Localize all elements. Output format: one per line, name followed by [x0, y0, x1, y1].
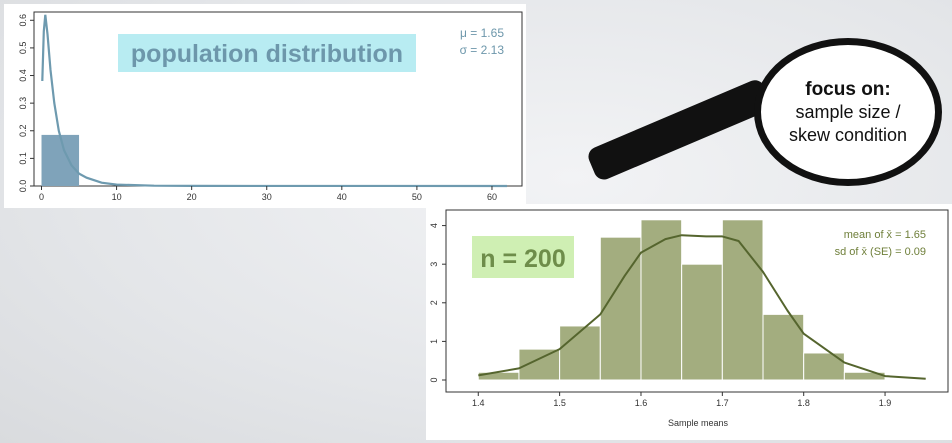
pop-density-curve [41, 14, 508, 188]
sampling-distribution-panel: 1.4 1.5 1.6 1.7 1.8 1.9 0 1 2 3 4 n = 200 mean of … [426, 204, 952, 440]
population-distribution-panel: 0 10 20 30 40 50 60 0.0 0.1 0.2 0.3 0.4 0.5 0.6 popul… [4, 4, 526, 208]
samp-bar-4 [640, 219, 683, 381]
sample-means-histogram: 1.4 1.5 1.6 1.7 1.8 1.9 0 1 2 3 4 n = 200 mean of … [429, 209, 949, 428]
samp-x-tick-label: 1.7 [716, 398, 729, 408]
samp-x-tick-label: 1.8 [797, 398, 810, 408]
pop-x-tick-label: 60 [487, 192, 497, 202]
pop-mu-annotation: μ = 1.65 [460, 26, 504, 40]
pop-bar-0 [41, 134, 80, 186]
pop-x-tick-label: 40 [337, 192, 347, 202]
samp-mean-annotation: mean of x̄ = 1.65 [844, 229, 926, 241]
samp-y-tick-label: 0 [429, 377, 439, 382]
pop-sigma-annotation: σ = 2.13 [460, 43, 505, 57]
callout-line-2: skew condition [788, 124, 908, 145]
samp-title-bg [472, 236, 574, 278]
magnifier-callout: focus on: sample size / skew condition [754, 38, 942, 186]
pop-x-tick-label: 0 [39, 192, 44, 202]
samp-y-tick-label: 4 [429, 223, 439, 228]
pop-y-tick-label: 0.1 [18, 152, 28, 165]
samp-se-annotation: sd of x̄ (SE) = 0.09 [835, 246, 926, 258]
pop-title: population distribution [131, 40, 403, 68]
pop-x-tick-label: 30 [262, 192, 272, 202]
callout-line-1: sample size / [795, 102, 901, 123]
pop-y-tick-label: 0.6 [18, 14, 28, 27]
pop-y-tick-label: 0.5 [18, 42, 28, 55]
samp-title: n = 200 [480, 245, 565, 273]
samp-bar-2 [559, 325, 601, 381]
magnifier-handle [585, 77, 774, 183]
pop-y-tick-label: 0.2 [18, 125, 28, 138]
population-histogram: 0 10 20 30 40 50 60 0.0 0.1 0.2 0.3 0.4 0.5 0.6 popul… [18, 11, 523, 202]
pop-y-tick-label: 0.3 [18, 97, 28, 110]
samp-x-axis-label: Sample means [668, 418, 729, 428]
pop-y-tick-label: 0.4 [18, 69, 28, 82]
samp-bar-6 [721, 219, 764, 381]
pop-x-tick-label: 50 [412, 192, 422, 202]
pop-y-tick-label: 0.0 [18, 180, 28, 193]
samp-x-tick-label: 1.4 [472, 398, 485, 408]
pop-x-tick-label: 20 [187, 192, 197, 202]
samp-x-tick-label: 1.6 [635, 398, 648, 408]
samp-bar-3 [599, 236, 642, 381]
samp-y-tick-label: 2 [429, 300, 439, 305]
samp-x-tick-label: 1.9 [879, 398, 892, 408]
samp-plot-frame [445, 209, 949, 393]
samp-bar-5 [681, 263, 723, 381]
samp-x-tick-label: 1.5 [553, 398, 566, 408]
samp-y-tick-label: 3 [429, 262, 439, 267]
pop-title-bg [118, 34, 416, 72]
samp-y-tick-label: 1 [429, 339, 439, 344]
pop-x-tick-label: 10 [112, 192, 122, 202]
callout-title: focus on: [805, 78, 891, 100]
samp-density-curve [478, 234, 926, 380]
